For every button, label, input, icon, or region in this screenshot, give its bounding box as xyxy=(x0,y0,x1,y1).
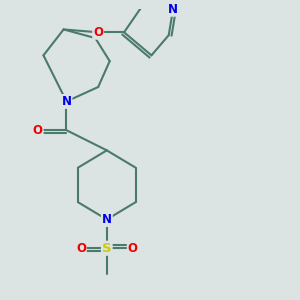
Text: O: O xyxy=(128,242,138,255)
Text: N: N xyxy=(61,95,71,108)
Text: S: S xyxy=(102,242,112,255)
Text: O: O xyxy=(33,124,43,137)
Text: O: O xyxy=(93,26,103,39)
Text: N: N xyxy=(102,213,112,226)
Text: O: O xyxy=(76,242,86,255)
Text: N: N xyxy=(168,3,178,16)
